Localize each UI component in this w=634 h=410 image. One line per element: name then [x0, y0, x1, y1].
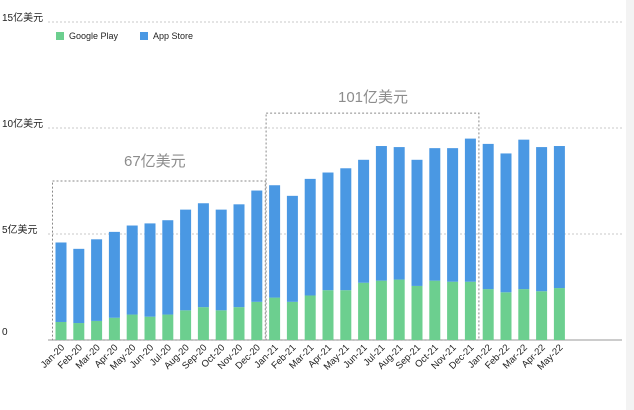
bar-google-play: [518, 289, 530, 340]
bar-app-store: [393, 147, 405, 280]
y-tick-label: 5亿美元: [2, 225, 38, 236]
annotation-box: [265, 112, 480, 341]
legend: Google Play App Store: [56, 31, 193, 41]
bar-app-store: [411, 159, 423, 286]
bar-app-store: [553, 146, 565, 289]
bar-google-play: [375, 280, 387, 340]
legend-swatch-google-play: [56, 32, 64, 40]
bar-app-store: [375, 146, 387, 281]
bar-app-store: [215, 209, 227, 311]
bar-app-store: [73, 248, 85, 324]
annotation-boxes: [52, 112, 480, 341]
bar-google-play: [340, 290, 352, 340]
bar-series: [55, 138, 565, 340]
bar-google-play: [322, 290, 334, 340]
y-tick-label: 15亿美元: [2, 13, 44, 24]
bar-google-play: [215, 310, 227, 340]
bar-google-play: [393, 279, 405, 340]
bar-google-play: [553, 288, 565, 340]
bar-app-store: [358, 159, 370, 283]
window-edge: [626, 0, 634, 410]
bar-google-play: [536, 291, 548, 340]
bar-google-play: [73, 323, 85, 340]
bar-google-play: [286, 301, 298, 340]
bar-google-play: [464, 281, 476, 340]
bar-google-play: [429, 280, 441, 340]
bar-app-store: [500, 153, 512, 293]
bar-app-store: [144, 223, 156, 317]
bar-app-store: [482, 143, 494, 290]
bar-app-store: [91, 239, 103, 321]
bar-google-play: [500, 292, 512, 340]
bar-google-play: [358, 282, 370, 340]
bar-google-play: [304, 295, 316, 340]
bar-app-store: [518, 139, 530, 290]
x-tick-labels: Jan-20Feb-20Mar-20Apr-20May-20Jun-20Jul-…: [39, 342, 566, 372]
bar-app-store: [162, 220, 174, 315]
bar-app-store: [180, 209, 192, 311]
bar-google-play: [251, 301, 263, 340]
legend-item-google-play: Google Play: [56, 31, 118, 41]
bar-app-store: [197, 203, 209, 308]
bar-app-store: [464, 138, 476, 282]
legend-label-app-store: App Store: [153, 31, 194, 41]
legend-label-google-play: Google Play: [69, 31, 119, 41]
annotation-2020-total: 67亿美元: [124, 153, 186, 170]
bar-app-store: [322, 172, 334, 291]
y-tick-label: 10亿美元: [2, 119, 44, 130]
legend-item-app-store: App Store: [140, 31, 193, 41]
bar-google-play: [180, 310, 192, 340]
bar-app-store: [304, 178, 316, 296]
bar-app-store: [429, 148, 441, 281]
bar-app-store: [251, 190, 263, 302]
y-tick-label: 0: [2, 327, 8, 338]
annotation-box: [52, 180, 266, 341]
bar-google-play: [233, 307, 245, 340]
bar-google-play: [91, 320, 103, 340]
bar-app-store: [126, 225, 138, 315]
bar-app-store: [233, 204, 245, 308]
bar-app-store: [269, 185, 281, 298]
bar-app-store: [108, 231, 120, 318]
annotation-2021-total: 101亿美元: [338, 89, 409, 106]
bar-google-play: [55, 321, 67, 340]
bar-google-play: [482, 289, 494, 340]
bar-google-play: [108, 317, 120, 340]
bar-google-play: [197, 307, 209, 340]
bar-google-play: [144, 316, 156, 340]
bar-app-store: [536, 147, 548, 292]
bar-google-play: [269, 297, 281, 340]
bar-google-play: [411, 285, 423, 340]
bar-google-play: [447, 281, 459, 340]
bar-google-play: [126, 314, 138, 340]
legend-swatch-app-store: [140, 32, 149, 40]
bar-app-store: [286, 195, 298, 302]
bar-app-store: [55, 242, 67, 322]
bar-app-store: [340, 168, 352, 291]
bar-app-store: [447, 148, 459, 282]
bar-google-play: [162, 314, 174, 340]
